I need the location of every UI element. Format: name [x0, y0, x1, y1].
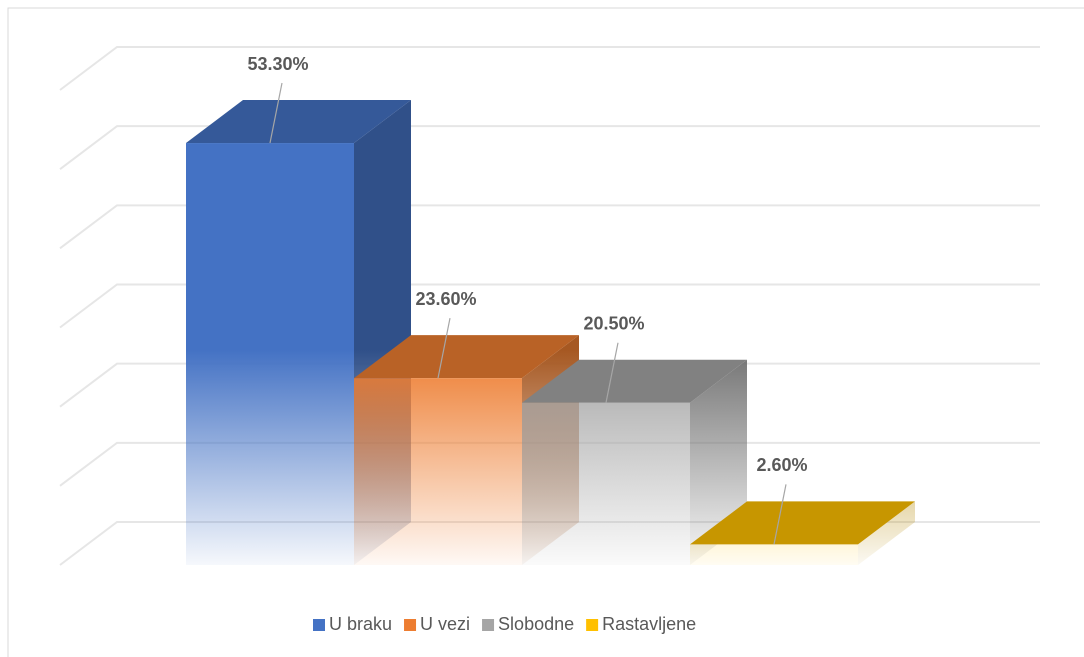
data-label: 2.60% [756, 455, 807, 475]
leader-line [773, 484, 787, 545]
legend-label: Slobodne [498, 614, 574, 634]
bar-top [690, 501, 915, 545]
legend-swatch [586, 619, 599, 631]
bar [522, 402, 690, 565]
grid-line [59, 204, 1040, 250]
leader-line [605, 342, 619, 403]
bar-top [186, 100, 411, 144]
legend-label: Rastavljene [602, 614, 696, 634]
bar-side [858, 501, 915, 565]
grid-line [59, 125, 1040, 170]
chart-border [7, 7, 1084, 657]
legend-label: U vezi [420, 614, 470, 634]
legend-swatch [313, 619, 325, 631]
bar [354, 378, 522, 565]
bar-top [522, 359, 747, 403]
leader-line [269, 82, 283, 144]
data-label: 23.60% [415, 289, 476, 309]
legend-swatch [482, 619, 495, 631]
bar [186, 143, 354, 565]
legend-label: U braku [329, 614, 392, 634]
data-label: 53.30% [247, 54, 308, 74]
bar [690, 544, 858, 565]
legend-swatch [404, 619, 417, 631]
leader-line [437, 318, 451, 379]
bar-top [354, 335, 579, 379]
data-label: 20.50% [583, 313, 644, 333]
grid-line [59, 283, 1040, 329]
grid-line [59, 46, 1040, 91]
